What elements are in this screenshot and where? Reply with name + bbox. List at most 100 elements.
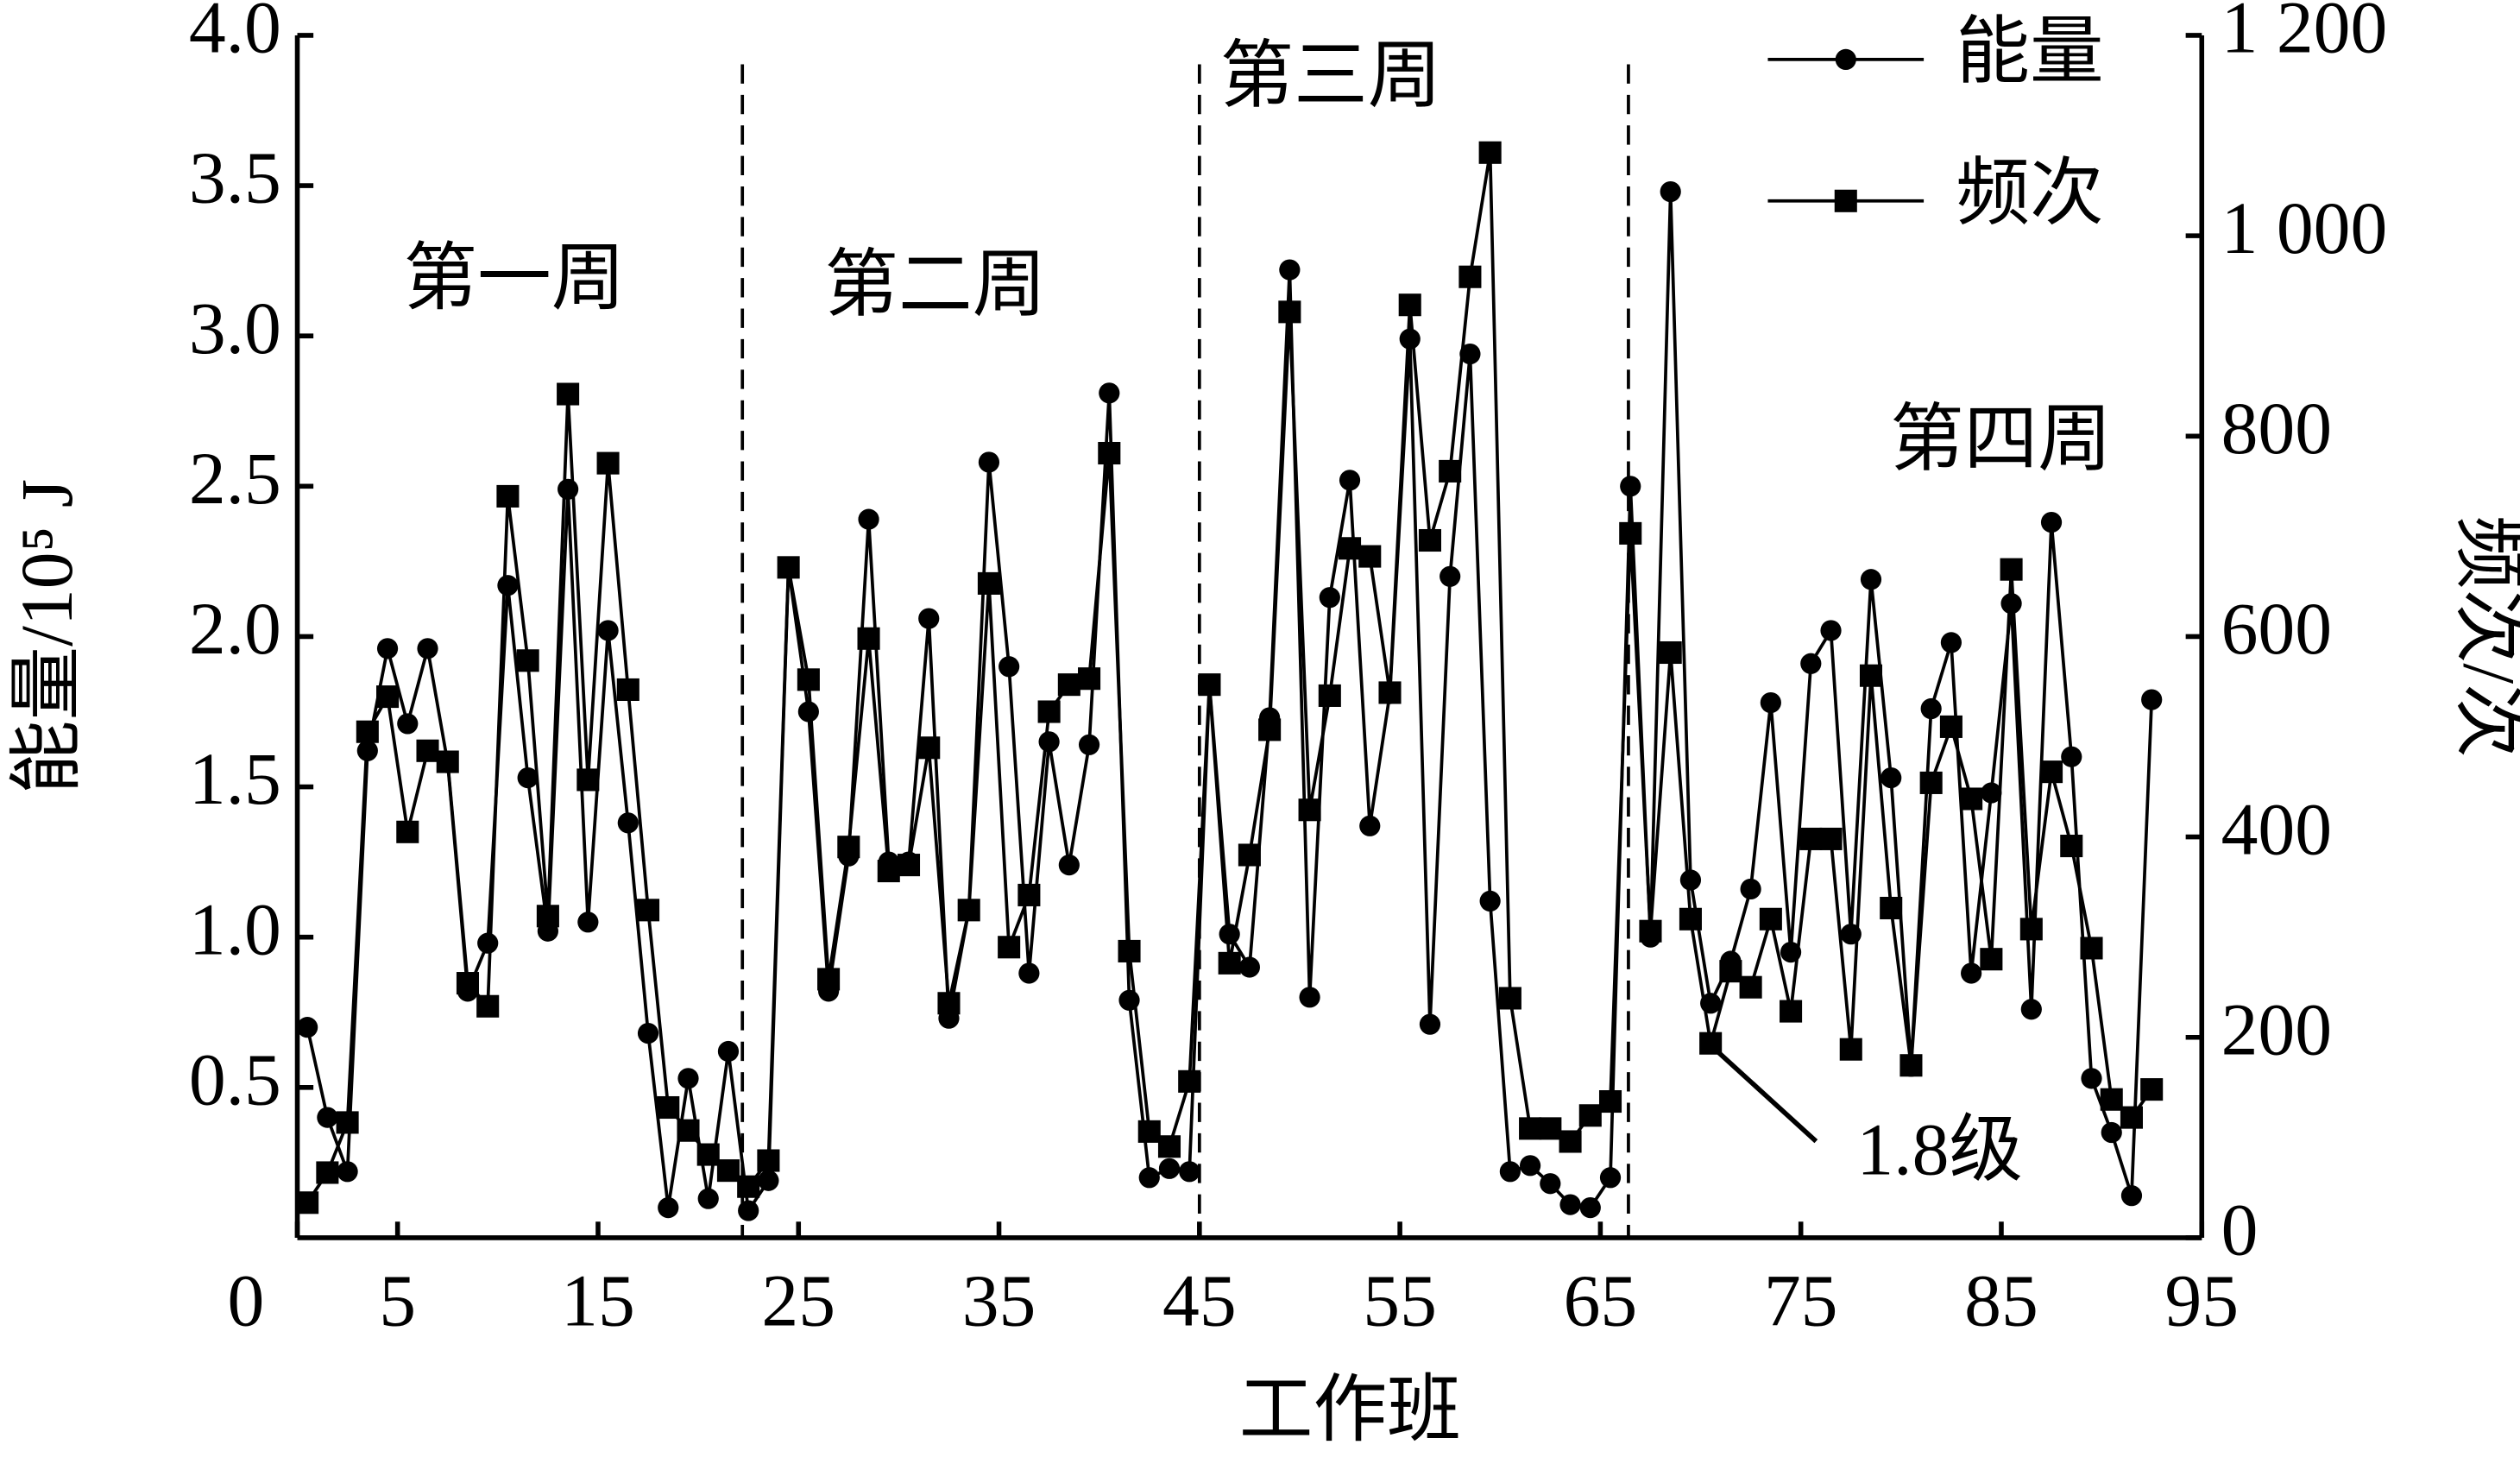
point [1559,1194,1581,1215]
point [1038,731,1060,753]
point [1559,1130,1582,1153]
period-label: 第三周 [1219,35,1441,117]
y2-tick-label: 200 [2221,988,2332,1070]
point [1478,141,1502,164]
point [2000,593,2022,615]
point [797,701,819,722]
x-tick-label: 95 [2164,1260,2239,1342]
point [617,812,639,834]
point [2120,1106,2143,1129]
point [877,860,900,883]
point [1299,987,1320,1008]
point [697,1188,719,1209]
point [1719,960,1742,983]
point [1940,632,1962,653]
point [1961,962,1982,984]
point [557,382,580,406]
point [1498,987,1521,1010]
y2-tick-label: 800 [2221,388,2332,470]
point [2081,1068,2102,1089]
y2-tick-label: 1 000 [2221,187,2388,269]
point [1017,883,1041,906]
point [1018,962,1040,984]
x-tick-label: 0 [228,1260,265,1342]
y2-tick-label: 1 200 [2221,0,2388,69]
point [858,508,879,530]
point [757,1149,780,1172]
point [677,1119,700,1142]
point [1339,537,1362,560]
point [998,936,1021,959]
point [696,1143,720,1166]
point [1539,1117,1562,1140]
point [1378,681,1402,704]
y-tick-label: 2.0 [189,588,281,670]
point [337,1161,358,1183]
annotation-pointer [1706,1041,1818,1144]
point [1820,620,1842,641]
period-label: 第二周 [824,244,1046,326]
x-tick-label: 45 [1162,1260,1237,1342]
point [658,1196,679,1219]
point [1098,441,1121,465]
point [657,1095,680,1120]
point [737,1175,760,1198]
point [317,1107,338,1128]
point [1499,1161,1521,1183]
point [336,1111,359,1134]
x-tick-label: 55 [1363,1260,1437,1342]
y-tick-label: 0.5 [189,1038,281,1120]
point [897,854,921,877]
point [1899,1054,1923,1077]
point [1599,1167,1622,1189]
point [496,484,520,508]
point [1419,1013,1441,1035]
point [2100,1088,2123,1111]
point [616,678,639,701]
point [1099,382,1120,404]
point [376,638,399,659]
point [376,685,400,709]
point [596,451,620,475]
point [637,1023,659,1044]
point [1158,1158,1181,1179]
y2-tick-label: 0 [2221,1189,2259,1271]
x-tick-label: 35 [962,1260,1036,1342]
point [1359,815,1381,836]
point [1519,1155,1541,1177]
point [2120,1185,2143,1207]
legend-marker [1835,48,1856,71]
point [1799,827,1823,850]
point [2061,746,2082,767]
point [1860,569,1882,590]
point [1278,300,1301,324]
point [957,899,980,922]
y-tick-label: 1.5 [189,738,281,820]
point [1298,798,1321,822]
point [436,750,459,773]
annotation: 1.8级 [1856,1108,2023,1190]
point [1800,653,1822,674]
point [1319,587,1340,609]
point [417,638,438,659]
point [1780,1000,1803,1023]
point [1439,459,1462,483]
legend-label: 频次 [1956,152,2103,234]
point [1540,1173,1561,1195]
x-tick-label: 5 [379,1260,416,1342]
point [1739,975,1762,999]
point [1078,667,1101,691]
point [316,1161,339,1184]
x-tick-label: 25 [761,1260,835,1342]
point [517,767,539,789]
point [1258,718,1282,741]
point [717,1040,740,1063]
point [1759,907,1782,931]
point [977,571,1000,595]
point [1459,343,1481,365]
x-axis-label: 工作班 [1239,1369,1461,1451]
point [978,451,1000,473]
point [2141,689,2163,710]
